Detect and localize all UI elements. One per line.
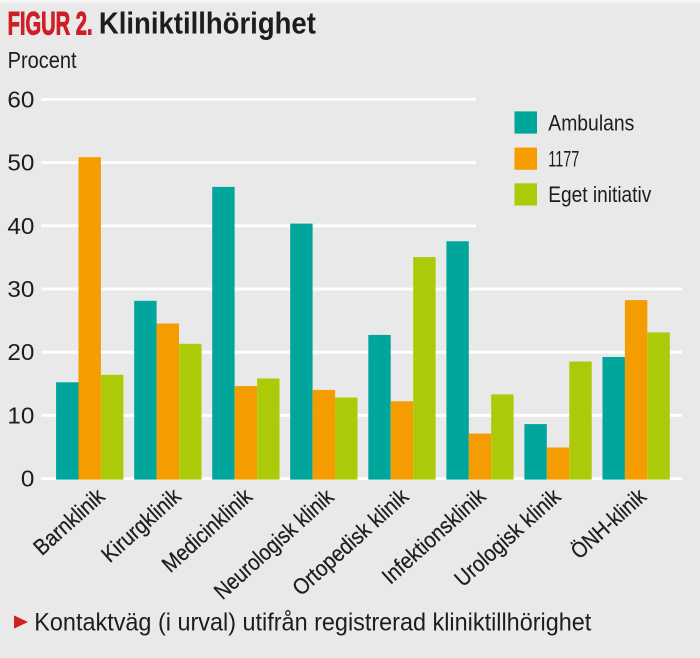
svg-text:Procent: Procent bbox=[8, 47, 77, 73]
svg-text:50: 50 bbox=[7, 150, 34, 176]
svg-text:20: 20 bbox=[7, 339, 34, 365]
svg-text:0: 0 bbox=[21, 466, 35, 492]
svg-text:40: 40 bbox=[7, 213, 34, 239]
svg-text:Kliniktillhörighet: Kliniktillhörighet bbox=[99, 5, 316, 40]
svg-text:10: 10 bbox=[7, 402, 34, 428]
svg-text:Ambulans: Ambulans bbox=[548, 110, 634, 135]
svg-text:1177: 1177 bbox=[548, 147, 579, 172]
svg-text:Eget initiativ: Eget initiativ bbox=[548, 182, 652, 207]
svg-text:60: 60 bbox=[7, 86, 34, 112]
svg-text:Kontaktväg (i urval) utifrån r: Kontaktväg (i urval) utifrån registrerad… bbox=[34, 609, 591, 637]
svg-text:30: 30 bbox=[7, 276, 34, 302]
svg-text:FIGUR 2.: FIGUR 2. bbox=[8, 5, 93, 41]
